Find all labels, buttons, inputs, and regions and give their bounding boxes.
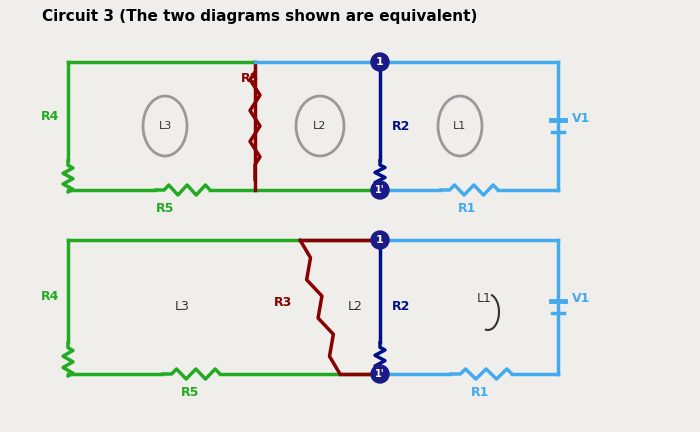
Circle shape <box>371 53 389 71</box>
Text: V1: V1 <box>572 292 590 305</box>
Text: R1: R1 <box>471 385 489 398</box>
Text: R4: R4 <box>41 290 60 304</box>
Text: R3: R3 <box>241 72 259 85</box>
Text: V1: V1 <box>572 111 590 124</box>
Text: R1: R1 <box>458 201 476 215</box>
Text: L1: L1 <box>454 121 467 131</box>
Text: R5: R5 <box>156 201 174 215</box>
Text: 1': 1' <box>375 369 385 379</box>
Text: L3: L3 <box>158 121 172 131</box>
Text: L2: L2 <box>348 301 363 314</box>
Text: L1: L1 <box>477 292 491 305</box>
Circle shape <box>371 231 389 249</box>
Text: R3: R3 <box>274 295 292 308</box>
Circle shape <box>371 365 389 383</box>
Text: R4: R4 <box>41 109 60 123</box>
Text: L2: L2 <box>314 121 327 131</box>
Text: Circuit 3 (The two diagrams shown are equivalent): Circuit 3 (The two diagrams shown are eq… <box>42 10 477 25</box>
Text: R2: R2 <box>392 120 410 133</box>
Text: 1: 1 <box>376 57 384 67</box>
Text: 1: 1 <box>376 235 384 245</box>
Text: R5: R5 <box>181 385 199 398</box>
Text: R2: R2 <box>392 301 410 314</box>
Text: 1': 1' <box>375 185 385 195</box>
Circle shape <box>371 181 389 199</box>
Text: L3: L3 <box>174 301 190 314</box>
